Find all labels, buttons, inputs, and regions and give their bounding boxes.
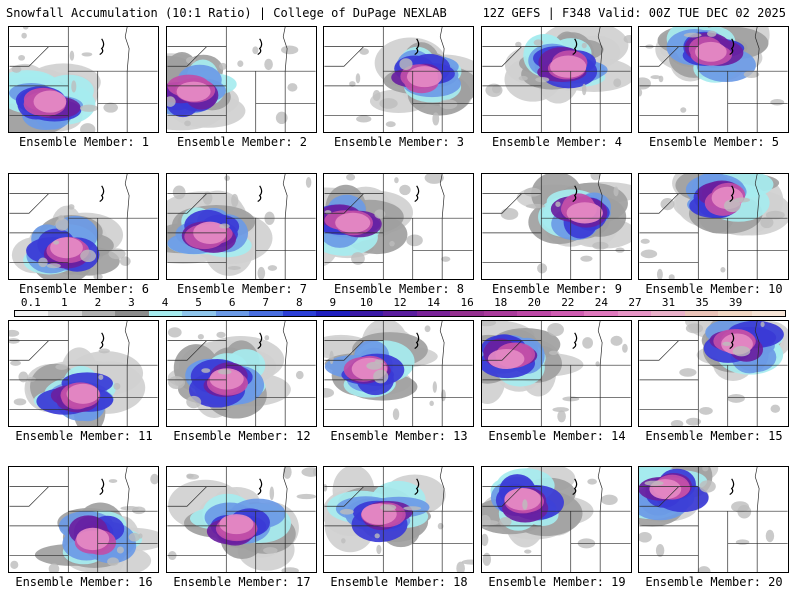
colorbar-swatch: [718, 311, 752, 316]
colorbar-swatch: [81, 311, 116, 316]
colorbar-tick-label: 16: [460, 296, 474, 309]
colorbar-swatch: [249, 311, 283, 316]
colorbar-tick-label: 3: [128, 296, 135, 309]
colorbar-tick-label: 4: [161, 296, 169, 309]
colorbar-tick-label: 39: [729, 296, 743, 309]
colorbar-tick-label: 20: [527, 296, 541, 309]
ensemble-member-label: Ensemble Member: 9: [491, 282, 623, 296]
colorbar-swatch: [349, 311, 384, 316]
colorbar-swatch: [617, 311, 652, 316]
colorbar-tick-label: 1: [61, 296, 68, 309]
ensemble-member-label: Ensemble Member: 12: [173, 429, 311, 443]
ensemble-member-label: Ensemble Member: 13: [330, 429, 468, 443]
ensemble-member-label: Ensemble Member: 8: [333, 282, 465, 296]
colorbar-tick-label: 27: [628, 296, 642, 309]
colorbar-swatch: [282, 311, 317, 316]
colorbar-swatch: [450, 311, 484, 316]
ensemble-member-label: Ensemble Member: 1: [18, 135, 150, 149]
colorbar-tick-label: 35: [695, 296, 709, 309]
ensemble-member-map: [166, 320, 317, 427]
ensemble-member-label: Ensemble Member: 4: [491, 135, 623, 149]
colorbar-swatch: [383, 311, 417, 316]
colorbar-tick-label: 10: [359, 296, 374, 309]
colorbar-tick-label: 14: [426, 296, 441, 309]
ensemble-member-label: Ensemble Member: 11: [15, 429, 153, 443]
map-title: Snowfall Accumulation (10:1 Ratio) | Col…: [6, 6, 447, 20]
colorbar-swatch: [517, 311, 551, 316]
ensemble-member-label: Ensemble Member: 15: [645, 429, 783, 443]
ensemble-member-map: [166, 466, 317, 573]
colorbar-swatch: [584, 311, 618, 316]
colorbar-tick-label: 5: [195, 296, 202, 309]
colorbar-swatch: [115, 311, 149, 316]
colorbar-tick-label: 0.1: [20, 296, 41, 309]
colorbar-swatch: [182, 311, 216, 316]
ensemble-member-label: Ensemble Member: 7: [176, 282, 308, 296]
colorbar-swatch: [416, 311, 451, 316]
colorbar-tick-label: 2: [94, 296, 102, 309]
colorbar-tick-label: 6: [228, 296, 236, 309]
colorbar-swatch: [215, 311, 250, 316]
colorbar-tick-label: 18: [494, 296, 508, 309]
colorbar-tick-label: 7: [262, 296, 270, 309]
colorbar-tick-label: 24: [594, 296, 609, 309]
ensemble-member-map: [323, 26, 474, 133]
ensemble-member-map: [166, 26, 317, 133]
ensemble-member-label: Ensemble Member: 2: [176, 135, 308, 149]
ensemble-member-label: Ensemble Member: 18: [330, 575, 468, 589]
ensemble-member-label: Ensemble Member: 17: [173, 575, 311, 589]
colorbar-tick-label: 22: [561, 296, 575, 309]
model-run-info: 12Z GEFS | F348 Valid: 00Z TUE DEC 02 20…: [482, 6, 786, 20]
colorbar-tick-label: 8: [295, 296, 303, 309]
ensemble-member-label: Ensemble Member: 19: [488, 575, 626, 589]
ensemble-member-label: Ensemble Member: 14: [488, 429, 626, 443]
colorbar-tick-label: 9: [329, 296, 337, 309]
ensemble-member-map: [323, 466, 474, 573]
colorbar-swatch: [651, 311, 685, 316]
colorbar-swatch: [483, 311, 518, 316]
ensemble-member-map: [638, 466, 789, 573]
colorbar-tick-label: 12: [393, 296, 407, 309]
ensemble-member-map: [323, 320, 474, 427]
ensemble-member-map: [323, 173, 474, 280]
colorbar-swatch: [48, 311, 82, 316]
ensemble-member-map: [8, 26, 159, 133]
colorbar-tick-label: 31: [661, 296, 676, 309]
ensemble-member-map: [481, 26, 632, 133]
ensemble-member-map: [8, 320, 159, 427]
colorbar-swatch: [550, 311, 585, 316]
colorbar-swatch: [15, 311, 49, 316]
ensemble-member-map: [638, 320, 789, 427]
ensemble-member-label: Ensemble Member: 5: [648, 135, 780, 149]
ensemble-member-map: [638, 26, 789, 133]
colorbar-swatch: [684, 311, 719, 316]
colorbar-tick-labels: 0.1 1 2 3 4 5 6 7 8 9 10 12 14 16 18 20 22 24 27 31 35 39: [14, 296, 786, 309]
ensemble-member-map: [8, 466, 159, 573]
ensemble-member-map: [481, 466, 632, 573]
ensemble-member-label: Ensemble Member: 16: [15, 575, 153, 589]
colorbar-swatch: [148, 311, 183, 316]
snowfall-colorbar: [14, 310, 786, 317]
ensemble-member-map: [481, 173, 632, 280]
ensemble-member-label: Ensemble Member: 6: [18, 282, 150, 296]
ensemble-member-map: [8, 173, 159, 280]
ensemble-member-label: Ensemble Member: 10: [645, 282, 783, 296]
colorbar-swatch: [751, 311, 786, 316]
ensemble-member-map: [481, 320, 632, 427]
ensemble-member-map: [638, 173, 789, 280]
ensemble-member-label: Ensemble Member: 20: [645, 575, 783, 589]
ensemble-member-map: [166, 173, 317, 280]
ensemble-member-label: Ensemble Member: 3: [333, 135, 465, 149]
colorbar-swatch: [316, 311, 350, 316]
